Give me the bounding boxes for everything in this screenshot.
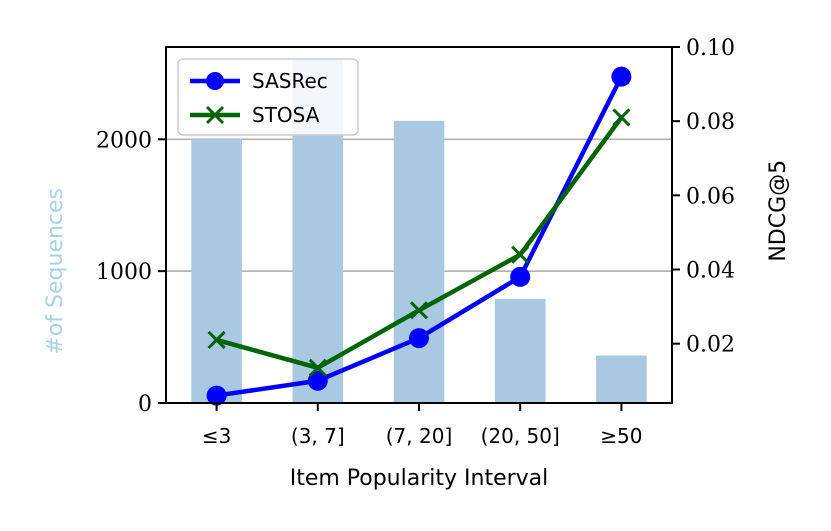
marker-stosa xyxy=(308,358,327,377)
y-tick-label-left: 1000 xyxy=(96,260,152,285)
legend-label: STOSA xyxy=(252,103,320,127)
legend-marker xyxy=(205,105,225,125)
bar xyxy=(494,298,546,403)
legend-label: SASRec xyxy=(252,69,328,93)
y-tick-label-right: 0.08 xyxy=(686,110,735,135)
x-axis-label: Item Popularity Interval xyxy=(290,466,549,491)
marker-sasrec xyxy=(206,385,227,406)
marker-stosa xyxy=(409,301,429,320)
marker-stroke xyxy=(511,245,530,264)
marker-stroke xyxy=(207,330,226,350)
marker-stroke xyxy=(409,301,429,320)
series-markers xyxy=(206,66,632,406)
bar xyxy=(393,120,445,403)
ticks: 0 1000 2000 0.02 0.04 0.06 0.08 0.10 ≤3 (3, 7] (7,… xyxy=(96,36,735,448)
x-tick-label: ≤3 xyxy=(202,424,231,448)
legend: SASRec STOSA xyxy=(177,58,359,136)
legend-item-stosa: STOSA xyxy=(190,103,320,127)
marker-sasrec xyxy=(510,266,531,287)
bar xyxy=(191,139,242,403)
marker-stroke xyxy=(308,358,327,377)
bar xyxy=(596,355,647,403)
y-tick-label-right: 0.10 xyxy=(686,36,735,61)
marker-stosa xyxy=(612,108,631,127)
x-tick-label: ≥50 xyxy=(600,424,642,448)
marker-stosa xyxy=(207,330,226,350)
x-tick-label: (20, 50] xyxy=(481,424,560,448)
y-tick-label-right: 0.02 xyxy=(686,333,735,358)
marker-stroke xyxy=(612,108,631,127)
legend-item-sasrec: SASRec xyxy=(190,69,328,93)
legend-marker xyxy=(206,72,224,90)
x-tick-label: (7, 20] xyxy=(386,424,453,448)
marker-stosa xyxy=(511,245,530,264)
y-tick-label-left: 0 xyxy=(138,392,152,417)
x-tick-label: (3, 7] xyxy=(291,424,345,448)
marker-sasrec xyxy=(611,66,632,87)
y-tick-label-right: 0.06 xyxy=(686,184,735,209)
marker-sasrec xyxy=(409,328,429,349)
y-axis-label-right: NDCG@5 xyxy=(766,160,791,262)
y-axis-label-left: #of Sequences xyxy=(43,188,68,355)
marker-sasrec xyxy=(307,370,328,391)
y-tick-label-right: 0.04 xyxy=(686,259,735,284)
y-tick-label-left: 2000 xyxy=(96,128,152,153)
